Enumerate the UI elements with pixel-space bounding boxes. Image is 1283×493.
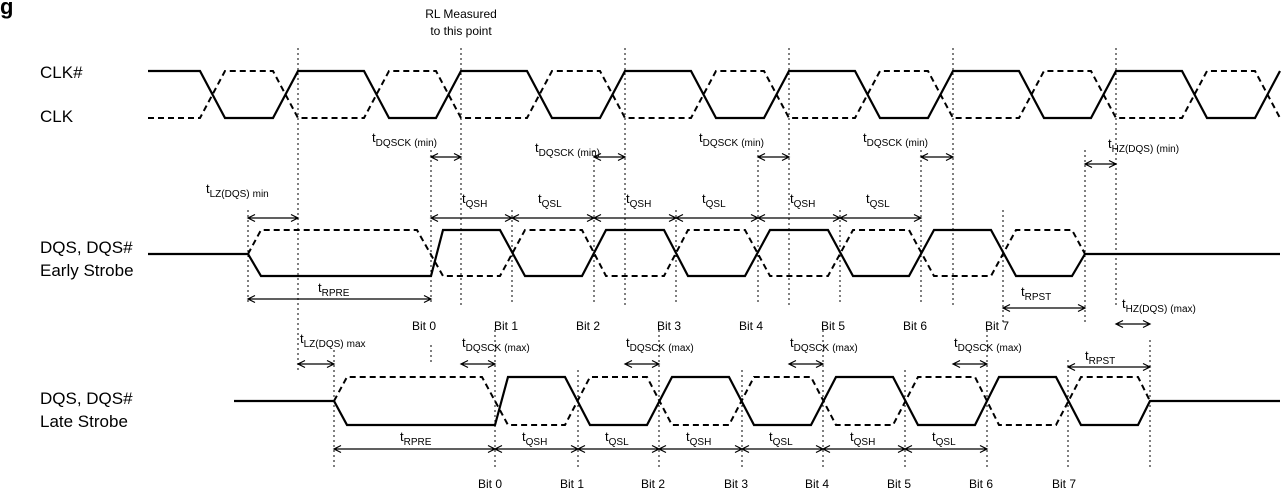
- late-dqs-n-waveform: [333, 376, 1151, 426]
- tdqsck-min-label-2: tDQSCK (min): [535, 140, 600, 159]
- tqsl-arrow: [838, 213, 923, 223]
- late-tqsl-label-2: tQSL: [769, 429, 793, 448]
- early-bit-label: Bit 2: [576, 319, 600, 333]
- tdqsck-max-arrow: [951, 359, 989, 369]
- early-bit-label: Bit 1: [494, 319, 518, 333]
- rl-note-line1: RL Measured: [425, 7, 497, 21]
- signal-label-clk-n: CLK#: [40, 63, 83, 82]
- late-tqsl-label-1: tQSL: [605, 429, 629, 448]
- late-tqsl-label-3: tQSL: [932, 429, 956, 448]
- signal-label-early-1: DQS, DQS#: [40, 238, 133, 257]
- tdqsck-max-label-4: tDQSCK (max): [954, 335, 1022, 354]
- figure-heading: g: [0, 0, 13, 19]
- signal-label-late-2: Late Strobe: [40, 412, 128, 431]
- late-bit-label: Bit 3: [724, 477, 748, 491]
- early-dqs-n-waveform: [247, 229, 1086, 277]
- early-dqs-waveform: [148, 228, 1280, 278]
- tqsl-arrow: [903, 444, 989, 454]
- measurement-arrows: [246, 152, 1152, 454]
- clk-waveform: [148, 70, 1281, 119]
- thz-max-label: tHZ(DQS) (max): [1122, 296, 1196, 315]
- trpst-arrow: [1001, 303, 1087, 313]
- late-bit-label: Bit 1: [560, 477, 584, 491]
- tqsl-arrow: [674, 213, 760, 223]
- early-bit-label: Bit 5: [821, 319, 845, 333]
- tqsh-arrow: [756, 213, 842, 223]
- late-bit-label: Bit 7: [1052, 477, 1076, 491]
- late-bit-label: Bit 2: [641, 477, 665, 491]
- tdqsck-min-arrow: [592, 152, 627, 162]
- early-bit-label: Bit 7: [985, 319, 1009, 333]
- rl-note-line2: to this point: [430, 24, 492, 38]
- tqsh-arrow: [429, 213, 514, 223]
- early-trpre-label: tRPRE: [318, 280, 350, 299]
- tlz-min-label: tLZ(DQS) min: [206, 181, 269, 200]
- tdqsck-max-arrow: [787, 359, 825, 369]
- late-tqsh-label-1: tQSH: [522, 429, 547, 448]
- late-dqs-waveform: [234, 375, 1280, 427]
- clk-n-waveform: [148, 69, 1281, 120]
- early-trpst-label: tRPST: [1021, 284, 1051, 303]
- reference-lines: [247, 48, 1151, 470]
- late-trpst-label: tRPST: [1085, 348, 1115, 367]
- trpst-arrow: [1066, 362, 1152, 372]
- thz-min-label: tHZ(DQS) (min): [1108, 136, 1179, 155]
- signal-label-late-1: DQS, DQS#: [40, 389, 133, 408]
- thz-min-arrow: [1083, 159, 1118, 169]
- tdqsck-max-label-3: tDQSCK (max): [790, 335, 858, 354]
- late-tqsh-label-3: tQSH: [850, 429, 875, 448]
- late-tqsh-label-2: tQSH: [686, 429, 711, 448]
- tdqsck-max-arrow: [459, 359, 497, 369]
- early-tqsh-label-3: tQSH: [790, 191, 815, 210]
- tdqsck-min-arrow: [919, 152, 955, 162]
- tdqsck-min-label-4: tDQSCK (min): [863, 130, 928, 149]
- signal-label-early-2: Early Strobe: [40, 261, 134, 280]
- tdqsck-min-arrow: [756, 152, 791, 162]
- early-bit-label: Bit 0: [412, 319, 436, 333]
- early-bit-label: Bit 6: [903, 319, 927, 333]
- tlz-max-arrow: [296, 359, 336, 369]
- late-bit-label: Bit 0: [478, 477, 502, 491]
- early-tqsh-label-2: tQSH: [626, 191, 651, 210]
- tdqsck-min-label-1: tDQSCK (min): [372, 130, 437, 149]
- tlz-min-arrow: [246, 213, 300, 223]
- tdqsck-max-arrow: [623, 359, 661, 369]
- tdqsck-max-label-1: tDQSCK (max): [462, 335, 530, 354]
- tdqsck-min-label-3: tDQSCK (min): [699, 130, 764, 149]
- tdqsck-max-label-2: tDQSCK (max): [626, 335, 694, 354]
- tdqsck-min-arrow: [429, 152, 463, 162]
- tqsl-arrow: [510, 213, 596, 223]
- early-tqsh-label-1: tQSH: [462, 191, 487, 210]
- early-tqsl-label-3: tQSL: [866, 191, 890, 210]
- late-bit-label: Bit 4: [805, 477, 829, 491]
- early-tqsl-label-1: tQSL: [538, 191, 562, 210]
- trpre-arrow: [246, 294, 433, 304]
- tlz-max-label: tLZ(DQS) max: [300, 331, 366, 350]
- early-bit-label: Bit 3: [657, 319, 681, 333]
- late-trpre-label: tRPRE: [400, 429, 432, 448]
- early-tqsl-label-2: tQSL: [702, 191, 726, 210]
- tqsh-arrow: [592, 213, 678, 223]
- late-bit-label: Bit 6: [969, 477, 993, 491]
- signal-label-clk: CLK: [40, 107, 74, 126]
- late-bit-label: Bit 5: [887, 477, 911, 491]
- thz-max-arrow: [1114, 319, 1152, 329]
- early-bit-label: Bit 4: [739, 319, 763, 333]
